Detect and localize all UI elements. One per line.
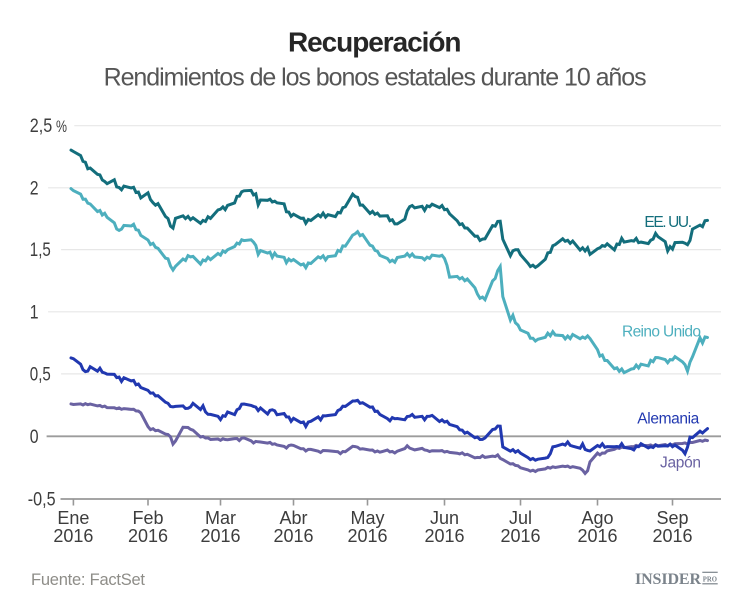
svg-text:Recuperación: Recuperación	[288, 27, 462, 58]
svg-text:2016: 2016	[273, 526, 313, 546]
svg-text:2016: 2016	[500, 526, 540, 546]
svg-text:1,5: 1,5	[30, 240, 51, 261]
svg-text:2016: 2016	[347, 526, 387, 546]
svg-text:Ago: Ago	[581, 508, 613, 528]
svg-text:-0,5: -0,5	[28, 490, 56, 511]
svg-text:2016: 2016	[200, 526, 240, 546]
svg-text:EE. UU.: EE. UU.	[644, 214, 692, 231]
svg-text:PRO: PRO	[703, 575, 717, 584]
svg-text:Jun: Jun	[430, 508, 459, 528]
svg-text:2016: 2016	[53, 526, 93, 546]
svg-text:2: 2	[30, 178, 39, 199]
svg-text:2016: 2016	[424, 526, 464, 546]
svg-text:Japón: Japón	[660, 455, 701, 472]
svg-text:0,5: 0,5	[30, 365, 51, 386]
svg-text:1: 1	[30, 302, 39, 323]
svg-text:0: 0	[30, 427, 39, 448]
svg-text:May: May	[350, 508, 384, 528]
svg-text:Ene: Ene	[57, 508, 89, 528]
svg-text:Rendimientos de los bonos esta: Rendimientos de los bonos estatales dura…	[104, 63, 647, 91]
svg-text:Alemania: Alemania	[637, 411, 699, 428]
svg-text:Reino Unido: Reino Unido	[622, 324, 701, 341]
svg-text:2016: 2016	[128, 526, 168, 546]
svg-text:Jul: Jul	[509, 508, 532, 528]
svg-text:2016: 2016	[652, 526, 692, 546]
svg-text:Fuente: FactSet: Fuente: FactSet	[31, 571, 145, 589]
svg-text:Sep: Sep	[656, 508, 688, 528]
svg-text:2016: 2016	[577, 526, 617, 546]
svg-text:Feb: Feb	[132, 508, 163, 528]
svg-text:INSIDER: INSIDER	[635, 571, 701, 588]
svg-text:Mar: Mar	[205, 508, 236, 528]
svg-text:2,5: 2,5	[30, 116, 53, 137]
svg-text:Abr: Abr	[279, 508, 307, 528]
svg-text:%: %	[56, 117, 67, 136]
